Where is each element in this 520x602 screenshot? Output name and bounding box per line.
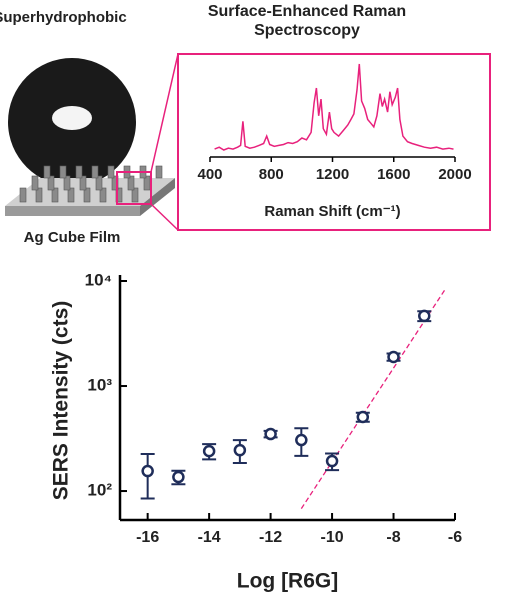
marker [387, 350, 400, 364]
marker [233, 443, 247, 457]
x-tick-label: 2000 [438, 166, 471, 183]
marker [356, 410, 370, 424]
x-axis-label: Log [R6G] [237, 570, 338, 593]
x-tick-label: -12 [259, 529, 282, 546]
y-axis-label: SERS Intensity (cts) [50, 301, 73, 501]
cube-film [5, 165, 175, 216]
inset-title: Surface-Enhanced Raman Spectroscopy [207, 3, 407, 39]
y-tick-label: 10² [87, 481, 112, 500]
x-tick-label: 1200 [316, 166, 349, 183]
spectrum [214, 63, 454, 151]
x-tick-label: -10 [321, 529, 344, 546]
left-title: Superhydrophobic [0, 9, 127, 26]
marker [264, 427, 277, 441]
y-tick-label: 10³ [87, 376, 112, 395]
marker [418, 309, 431, 323]
x-tick-label: -8 [386, 529, 400, 546]
inset-frame [177, 53, 491, 231]
zoom-box [116, 171, 152, 205]
marker [172, 470, 185, 484]
x-axis-label: Raman Shift (cm⁻¹) [264, 203, 400, 220]
x-tick-label: -16 [136, 529, 159, 546]
marker [295, 433, 308, 447]
film-label: Ag Cube Film [24, 229, 121, 246]
fit-line [300, 288, 447, 509]
zoom-line [150, 53, 179, 173]
zoom-line [150, 203, 179, 231]
marker [141, 464, 154, 478]
x-tick-label: -6 [448, 529, 462, 546]
marker [325, 454, 339, 468]
marker [202, 444, 216, 458]
x-tick-label: -14 [198, 529, 221, 546]
droplet-highlight [52, 106, 92, 130]
x-tick-label: 1600 [377, 166, 410, 183]
x-tick-label: 400 [197, 166, 222, 183]
x-tick-label: 800 [259, 166, 284, 183]
y-tick-label: 10⁴ [85, 270, 112, 289]
